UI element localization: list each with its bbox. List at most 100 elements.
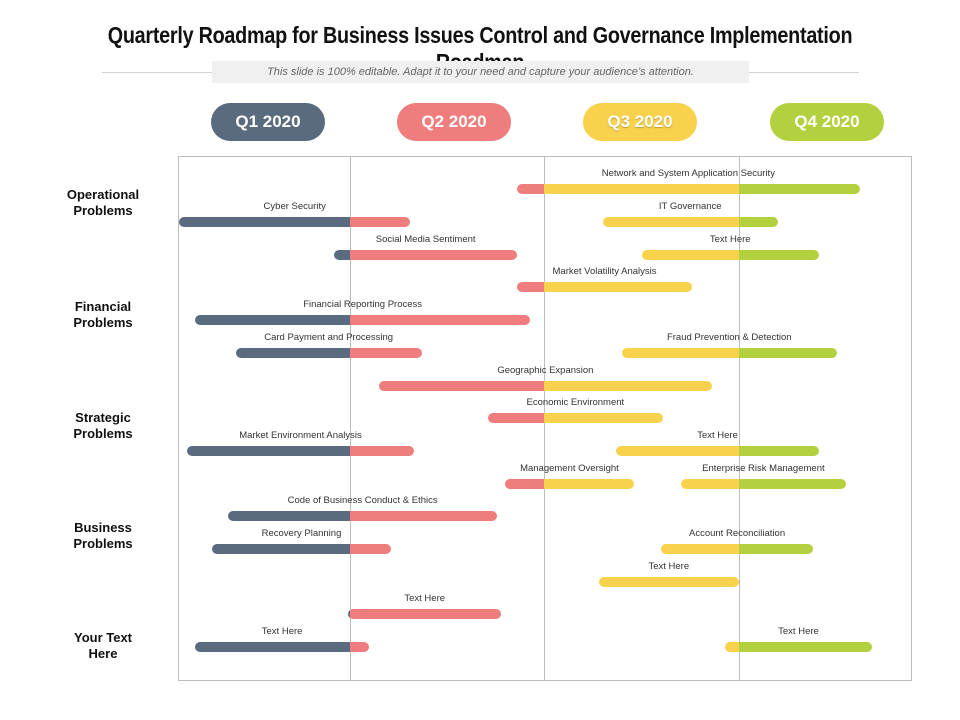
task-bar-segment — [194, 315, 350, 325]
task-bar — [616, 446, 819, 456]
task-bar — [487, 413, 663, 423]
quarter-pill-q4: Q4 2020 — [770, 103, 884, 141]
task-bar-segment — [739, 217, 778, 227]
task-bar-segment — [739, 250, 819, 260]
task-label: Recovery Planning — [261, 528, 342, 539]
category-label-line: Financial — [74, 299, 132, 314]
quarter-divider — [350, 156, 351, 681]
task-bar — [725, 642, 872, 652]
category-label-line: Business — [74, 520, 132, 535]
task-bar-segment — [738, 642, 872, 652]
task-bar-segment — [543, 479, 634, 489]
category-label-line: Operational — [66, 187, 140, 202]
task-bar-segment — [738, 446, 819, 456]
task-bar-segment — [227, 511, 350, 521]
task-bar-segment — [349, 511, 498, 521]
task-bar-segment — [738, 184, 860, 194]
task-bar-segment — [349, 642, 370, 652]
task-bar-segment — [516, 282, 544, 292]
category-label-line: Problems — [73, 536, 133, 551]
task-label: IT Governance — [658, 201, 722, 212]
task-bar-segment — [598, 577, 739, 587]
task-label: Text Here — [648, 561, 690, 572]
task-bar-segment — [379, 381, 544, 391]
quarter-pill-q2: Q2 2020 — [397, 103, 511, 141]
task-label: Cyber Security — [263, 201, 326, 212]
task-label: Text Here — [261, 626, 303, 637]
task-bar-segment — [622, 348, 739, 358]
task-bar-segment — [194, 642, 350, 652]
task-label: Account Reconciliation — [688, 528, 786, 539]
quarter-pill-q3: Q3 2020 — [583, 103, 697, 141]
task-label: Management Oversight — [520, 463, 619, 474]
task-bar-segment — [543, 282, 693, 292]
task-bar — [187, 446, 414, 456]
task-label: Economic Environment — [526, 397, 625, 408]
category-label: Your Text Here — [50, 630, 156, 662]
task-bar-segment — [543, 184, 739, 194]
task-bar-segment — [680, 479, 739, 489]
task-bar — [516, 184, 860, 194]
category-label: Business Problems — [50, 520, 156, 552]
task-bar — [379, 381, 712, 391]
task-bar-segment — [739, 348, 837, 358]
task-bar-segment — [349, 446, 414, 456]
task-bar-segment — [349, 315, 531, 325]
task-bar-segment — [212, 544, 350, 554]
task-bar-segment — [661, 544, 739, 554]
task-bar — [334, 250, 517, 260]
category-label: Financial Problems — [50, 299, 156, 331]
task-bar-segment — [739, 544, 814, 554]
task-bar — [212, 544, 391, 554]
subtitle-rule-left — [102, 72, 212, 73]
task-bar-segment — [543, 381, 712, 391]
task-bar-segment — [349, 217, 411, 227]
task-bar-segment — [516, 184, 544, 194]
task-bar-segment — [543, 413, 663, 423]
task-label: Code of Business Conduct & Ethics — [287, 495, 438, 506]
task-bar — [179, 217, 411, 227]
task-bar-segment — [349, 609, 502, 619]
task-bar — [194, 642, 370, 652]
task-bar-segment — [739, 479, 847, 489]
task-label: Fraud Prevention & Detection — [666, 332, 792, 343]
task-bar — [505, 479, 634, 489]
task-bar — [680, 479, 847, 489]
task-label: Social Media Sentiment — [375, 234, 476, 245]
category-label-line: Your Text — [73, 630, 133, 645]
task-bar-segment — [348, 609, 350, 619]
task-bar-segment — [505, 479, 544, 489]
category-label: Strategic Problems — [50, 410, 156, 442]
task-bar — [598, 577, 739, 587]
category-label-line: Problems — [73, 315, 133, 330]
task-bar — [227, 511, 498, 521]
category-label: Operational Problems — [50, 187, 156, 219]
task-bar — [194, 315, 531, 325]
task-bar-segment — [349, 250, 517, 260]
task-bar — [602, 217, 778, 227]
task-bar — [622, 348, 837, 358]
task-bar — [641, 250, 819, 260]
task-bar — [661, 544, 814, 554]
task-label: Text Here — [697, 430, 738, 441]
task-label: Market Volatility Analysis — [552, 266, 657, 277]
task-bar-segment — [725, 642, 739, 652]
task-label: Network and System Application Security — [601, 168, 775, 179]
roadmap-grid — [178, 156, 912, 681]
task-label: Market Environment Analysis — [239, 430, 362, 441]
subtitle: This slide is 100% editable. Adapt it to… — [212, 61, 749, 83]
task-label: Enterprise Risk Management — [702, 463, 825, 474]
task-bar — [516, 282, 693, 292]
subtitle-rule-right — [749, 72, 859, 73]
task-label: Text Here — [778, 626, 819, 637]
task-label: Text Here — [404, 593, 446, 604]
category-label-line: Problems — [73, 203, 133, 218]
task-bar — [348, 609, 502, 619]
task-label: Financial Reporting Process — [303, 299, 423, 310]
category-label-line: Problems — [73, 426, 133, 441]
task-bar-segment — [487, 413, 544, 423]
task-bar-segment — [349, 348, 422, 358]
task-label: Card Payment and Processing — [264, 332, 394, 343]
task-bar — [235, 348, 422, 358]
task-bar-segment — [334, 250, 350, 260]
